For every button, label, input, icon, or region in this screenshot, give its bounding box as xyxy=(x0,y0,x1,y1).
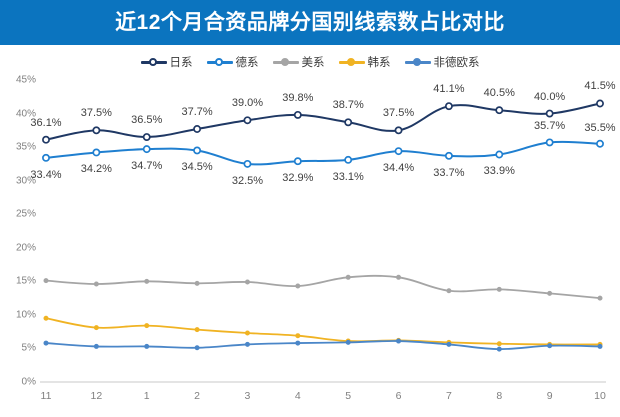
x-axis-tick-label: 7 xyxy=(445,390,452,402)
data-label-ri: 39.8% xyxy=(282,91,314,104)
y-axis-tick-label: 10% xyxy=(15,309,36,321)
data-label-ri: 37.5% xyxy=(80,107,112,120)
legend-marker-icon xyxy=(206,57,233,67)
data-label-ri: 41.5% xyxy=(584,80,616,93)
y-axis-tick-label: 15% xyxy=(15,275,36,287)
series-line-德系 xyxy=(42,138,604,168)
data-label-de: 34.7% xyxy=(131,160,163,173)
data-label-de: 34.5% xyxy=(181,161,213,174)
x-axis-tick-label: 1 xyxy=(143,390,150,402)
legend-marker-icon xyxy=(404,57,431,67)
data-label-ri: 37.7% xyxy=(181,105,213,118)
data-label-ri: 36.1% xyxy=(30,116,62,129)
data-label-ri: 40.5% xyxy=(483,87,515,100)
data-label-de: 35.5% xyxy=(584,121,616,134)
x-axis-tick-label: 6 xyxy=(395,390,402,402)
y-axis-tick-label: 35% xyxy=(15,141,36,153)
data-label-de: 32.9% xyxy=(282,172,314,185)
data-label-de: 33.4% xyxy=(30,168,62,181)
x-axis-tick-label: 2 xyxy=(194,390,200,402)
y-axis-tick-label: 0% xyxy=(21,376,36,388)
data-label-de: 33.7% xyxy=(433,166,465,179)
legend-marker-icon xyxy=(140,57,167,67)
page-title: 近12个月合资品牌分国别线索数占比对比 xyxy=(115,11,505,34)
plot-area: 0% 5% 10% 15% 20% 25% 30% 35% 40% 45% 11 12 1 2 3 4 5 6 7 8… xyxy=(0,72,620,417)
legend-label: 美系 xyxy=(301,57,325,69)
data-label-de: 35.7% xyxy=(534,120,566,133)
plot-svg xyxy=(40,99,606,383)
data-label-ri: 41.1% xyxy=(433,83,465,96)
legend-label: 非德欧系 xyxy=(433,57,480,69)
x-axis-tick-label: 8 xyxy=(496,390,503,402)
legend-label: 日系 xyxy=(169,57,193,69)
y-axis-tick-label: 20% xyxy=(15,242,36,254)
title-bar: 近12个月合资品牌分国别线索数占比对比 xyxy=(0,0,620,45)
series-line-非德欧系 xyxy=(43,338,603,352)
legend-item-非德欧系[interactable]: 非德欧系 xyxy=(404,54,480,70)
x-axis-tick-label: 11 xyxy=(40,390,52,402)
x-axis-tick-label: 5 xyxy=(345,390,352,402)
x-axis-tick-label: 9 xyxy=(546,390,553,402)
data-label-ri: 38.7% xyxy=(332,99,364,112)
data-label-ri: 36.5% xyxy=(131,114,163,127)
y-axis-tick-label: 40% xyxy=(15,108,36,120)
data-label-ri: 40.0% xyxy=(534,90,566,103)
y-axis-tick-label: 5% xyxy=(21,342,36,354)
series-line-日系 xyxy=(42,99,604,144)
legend-label: 德系 xyxy=(235,57,259,69)
legend-marker-icon xyxy=(338,57,365,67)
series-line-美系 xyxy=(43,274,603,301)
legend-item-韩系[interactable]: 韩系 xyxy=(338,54,391,70)
legend-item-德系[interactable]: 德系 xyxy=(206,54,259,70)
data-label-de: 34.4% xyxy=(382,162,415,175)
x-axis-tick-label: 3 xyxy=(244,390,251,402)
y-axis-tick-label: 25% xyxy=(15,208,36,220)
data-label-de: 32.5% xyxy=(231,174,264,187)
y-axis-tick-label: 45% xyxy=(15,74,36,86)
legend-item-美系[interactable]: 美系 xyxy=(272,54,325,70)
chart-legend: 日系 德系 美系 韩系 非德欧系 xyxy=(0,52,620,72)
legend-marker-icon xyxy=(272,57,299,67)
data-label-de: 33.9% xyxy=(483,165,515,178)
data-label-de: 34.2% xyxy=(80,163,112,176)
x-axis-tick-label: 12 xyxy=(90,390,103,402)
y-axis-tick-label: 30% xyxy=(15,175,36,187)
legend-label: 韩系 xyxy=(367,57,391,69)
x-axis-tick-label: 10 xyxy=(594,390,606,402)
data-label-ri: 37.5% xyxy=(382,107,415,120)
data-label-de: 33.1% xyxy=(332,170,364,183)
data-label-ri: 39.0% xyxy=(231,97,264,110)
x-axis-tick-label: 4 xyxy=(294,390,301,402)
legend-item-日系[interactable]: 日系 xyxy=(140,54,193,70)
